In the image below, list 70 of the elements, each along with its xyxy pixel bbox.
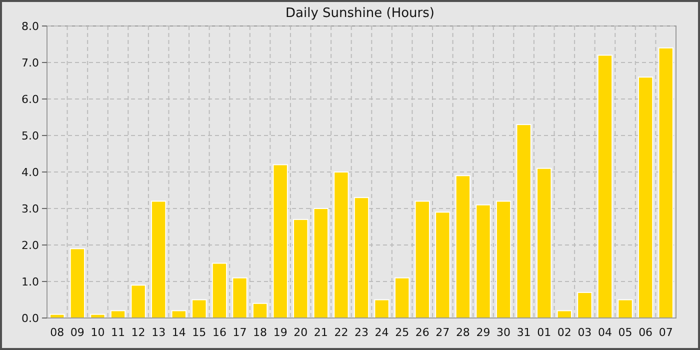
bar xyxy=(130,284,146,318)
x-tick-label: 22 xyxy=(334,326,348,339)
bar xyxy=(354,197,370,318)
y-tick-label: 5.0 xyxy=(22,129,39,142)
x-tick-label: 19 xyxy=(273,326,288,339)
y-tick-label: 6.0 xyxy=(22,92,39,106)
bar xyxy=(70,248,86,318)
bar xyxy=(536,168,552,318)
x-tick-label: 10 xyxy=(90,326,105,339)
bar xyxy=(232,277,248,318)
x-tick-label: 15 xyxy=(192,326,206,339)
x-tick-label: 08 xyxy=(50,326,64,339)
x-tick-label: 16 xyxy=(212,326,226,339)
x-tick-label: 01 xyxy=(537,326,552,339)
bar xyxy=(394,277,410,318)
y-tick-label: 3.0 xyxy=(22,202,39,216)
x-tick-label: 27 xyxy=(436,326,450,339)
bar xyxy=(334,172,349,318)
x-tick-label: 07 xyxy=(658,326,673,339)
x-tick-label: 23 xyxy=(354,326,368,339)
x-tick-label: 25 xyxy=(395,326,410,339)
bar xyxy=(455,175,471,318)
bar xyxy=(516,124,532,318)
y-tick-label: 8.0 xyxy=(22,20,39,33)
x-tick-label: 30 xyxy=(496,326,511,339)
bar xyxy=(150,200,166,318)
bar xyxy=(414,200,430,318)
bar xyxy=(192,299,207,318)
y-tick-label: 7.0 xyxy=(22,56,39,70)
bar xyxy=(638,76,654,318)
bar xyxy=(110,310,126,318)
bar xyxy=(374,299,390,318)
x-tick-label: 03 xyxy=(578,326,592,339)
x-tick-label: 14 xyxy=(172,326,186,339)
x-tick-label: 24 xyxy=(374,326,389,339)
x-tick-label: 12 xyxy=(131,326,146,339)
x-tick-label: 28 xyxy=(456,326,470,339)
x-tick-label: 02 xyxy=(557,326,572,339)
x-tick-label: 13 xyxy=(152,326,166,339)
chart-title: Daily Sunshine (Hours) xyxy=(286,6,434,21)
bar xyxy=(272,164,288,318)
bar xyxy=(171,310,186,318)
x-tick-label: 06 xyxy=(638,326,653,339)
bar xyxy=(577,292,592,318)
x-tick-label: 18 xyxy=(253,326,268,339)
x-tick-label: 20 xyxy=(294,326,308,339)
x-tick-label: 21 xyxy=(314,326,328,339)
y-tick-label: 2.0 xyxy=(22,238,39,252)
x-tick-label: 31 xyxy=(516,326,531,339)
bar xyxy=(252,302,268,318)
x-tick-label: 09 xyxy=(70,326,84,339)
bar xyxy=(476,204,491,318)
x-tick-label: 29 xyxy=(476,326,490,339)
bar xyxy=(556,310,572,318)
x-tick-label: 05 xyxy=(618,326,632,339)
bar xyxy=(313,208,329,318)
x-tick-label: 04 xyxy=(598,326,612,339)
bar xyxy=(658,47,674,318)
bar xyxy=(435,212,450,318)
bar xyxy=(212,262,228,318)
x-tick-label: 17 xyxy=(232,326,247,339)
bar xyxy=(618,299,633,318)
x-tick-label: 26 xyxy=(415,326,430,339)
bar xyxy=(496,200,512,318)
x-tick-label: 11 xyxy=(111,326,126,339)
y-tick-label: 4.0 xyxy=(22,166,39,179)
bar xyxy=(597,54,613,318)
y-tick-label: 0.0 xyxy=(22,312,39,325)
y-tick-label: 1.0 xyxy=(22,275,39,288)
bar xyxy=(293,218,308,318)
